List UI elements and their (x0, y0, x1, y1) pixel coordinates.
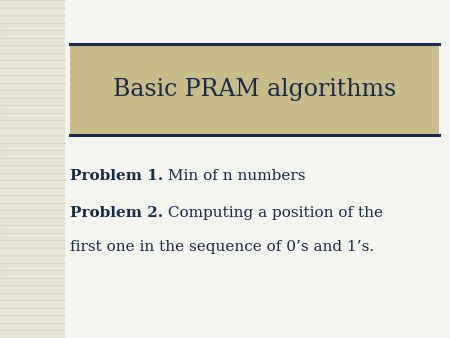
Text: Problem 1. Min of n numbers: Problem 1. Min of n numbers (70, 169, 297, 183)
Text: Basic PRAM algorithms: Basic PRAM algorithms (112, 78, 396, 101)
Text: Min of n numbers: Min of n numbers (163, 169, 306, 183)
Bar (0, 0, 65, 338)
Text: Problem 1.: Problem 1. (70, 169, 163, 183)
Bar (70, 44, 439, 135)
Text: first one in the sequence of 0’s and 1’s.: first one in the sequence of 0’s and 1’s… (70, 240, 374, 254)
Bar (65, 0, 450, 338)
Text: Computing a position of the: Computing a position of the (163, 206, 383, 220)
Text: Problem 2.: Problem 2. (70, 206, 163, 220)
